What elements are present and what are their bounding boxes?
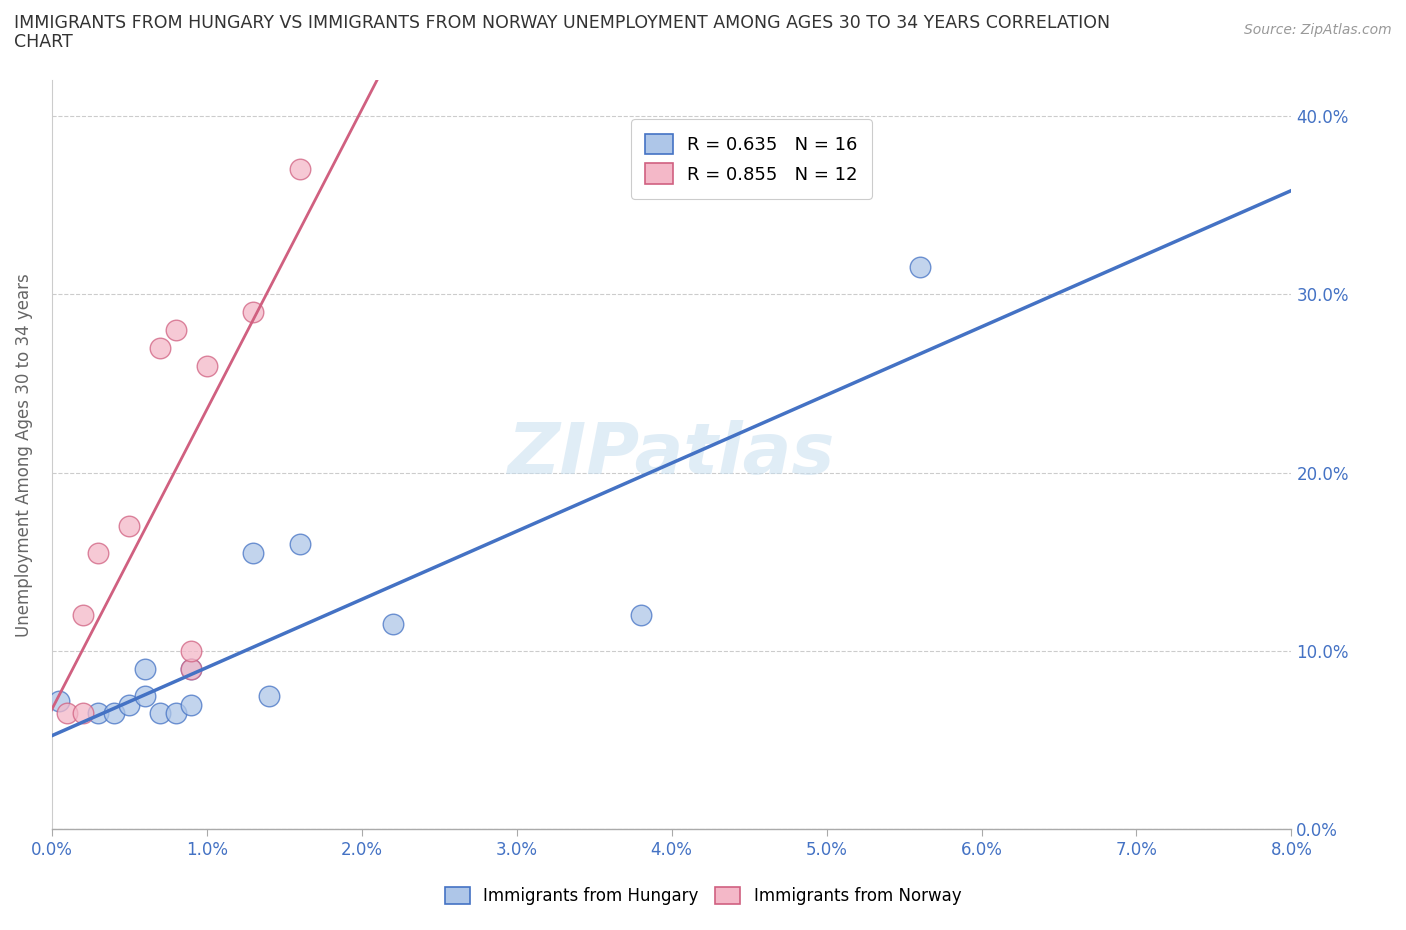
Point bbox=[165, 706, 187, 721]
Point bbox=[180, 661, 202, 676]
Point bbox=[908, 260, 931, 275]
Point bbox=[72, 706, 94, 721]
Point bbox=[288, 162, 311, 177]
Point bbox=[195, 358, 218, 373]
Point bbox=[56, 706, 79, 721]
Legend: R = 0.635   N = 16, R = 0.855   N = 12: R = 0.635 N = 16, R = 0.855 N = 12 bbox=[631, 119, 872, 199]
Point bbox=[72, 608, 94, 623]
Point bbox=[180, 661, 202, 676]
Point bbox=[87, 545, 110, 560]
Text: CHART: CHART bbox=[14, 33, 73, 50]
Point bbox=[242, 545, 264, 560]
Point bbox=[165, 323, 187, 338]
Point bbox=[118, 698, 141, 712]
Point bbox=[118, 519, 141, 534]
Point bbox=[257, 688, 280, 703]
Point bbox=[242, 305, 264, 320]
Point bbox=[149, 340, 172, 355]
Point bbox=[134, 688, 156, 703]
Point bbox=[381, 617, 404, 631]
Legend: Immigrants from Hungary, Immigrants from Norway: Immigrants from Hungary, Immigrants from… bbox=[433, 875, 973, 917]
Point bbox=[87, 706, 110, 721]
Text: IMMIGRANTS FROM HUNGARY VS IMMIGRANTS FROM NORWAY UNEMPLOYMENT AMONG AGES 30 TO : IMMIGRANTS FROM HUNGARY VS IMMIGRANTS FR… bbox=[14, 14, 1111, 32]
Point bbox=[288, 537, 311, 551]
Text: Source: ZipAtlas.com: Source: ZipAtlas.com bbox=[1244, 23, 1392, 37]
Point bbox=[103, 706, 125, 721]
Y-axis label: Unemployment Among Ages 30 to 34 years: Unemployment Among Ages 30 to 34 years bbox=[15, 272, 32, 637]
Point bbox=[630, 608, 652, 623]
Text: ZIPatlas: ZIPatlas bbox=[508, 420, 835, 489]
Point bbox=[48, 694, 70, 709]
Point bbox=[149, 706, 172, 721]
Point bbox=[134, 661, 156, 676]
Point bbox=[180, 644, 202, 658]
Point bbox=[180, 698, 202, 712]
